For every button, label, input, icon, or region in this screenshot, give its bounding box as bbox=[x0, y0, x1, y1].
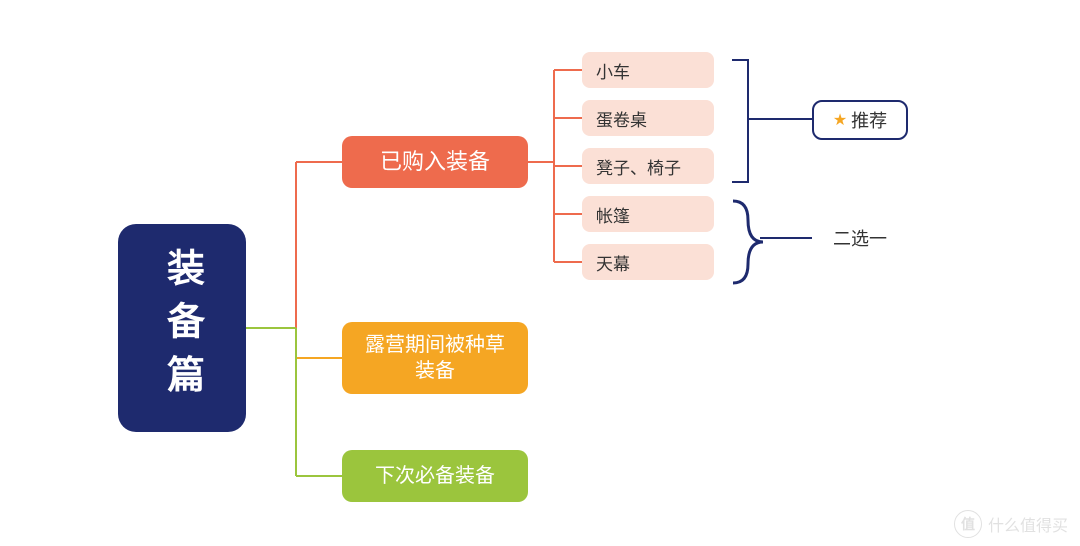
choice-label: 二选一 bbox=[833, 225, 887, 251]
branch-label: 已购入装备 bbox=[380, 148, 490, 177]
leaf-label: 帐篷 bbox=[596, 202, 630, 227]
leaf-label: 蛋卷桌 bbox=[596, 106, 647, 131]
leaf-node: 天幕 bbox=[582, 244, 714, 280]
branch-nexttime: 下次必备装备 bbox=[342, 450, 528, 502]
recommend-label: 推荐 bbox=[851, 107, 887, 133]
root-node: 装备篇 bbox=[118, 224, 246, 432]
recommend-annotation: ★ 推荐 bbox=[812, 100, 908, 140]
branch-wishlist: 露营期间被种草装备 bbox=[342, 322, 528, 394]
leaf-node: 蛋卷桌 bbox=[582, 100, 714, 136]
branch-label: 下次必备装备 bbox=[375, 463, 495, 489]
leaf-label: 天幕 bbox=[596, 250, 630, 275]
choice-annotation: 二选一 bbox=[812, 218, 908, 258]
choice-brace bbox=[730, 198, 766, 286]
branch-purchased: 已购入装备 bbox=[342, 136, 528, 188]
watermark-text: 什么值得买 bbox=[988, 512, 1068, 536]
leaf-label: 小车 bbox=[596, 58, 630, 83]
leaf-node: 帐篷 bbox=[582, 196, 714, 232]
watermark: 值 什么值得买 bbox=[954, 510, 1068, 538]
watermark-icon: 值 bbox=[954, 510, 982, 538]
recommend-bracket bbox=[730, 58, 752, 186]
star-icon: ★ bbox=[833, 110, 847, 130]
leaf-label: 凳子、椅子 bbox=[596, 154, 681, 179]
leaf-node: 凳子、椅子 bbox=[582, 148, 714, 184]
leaf-node: 小车 bbox=[582, 52, 714, 88]
branch-label: 露营期间被种草装备 bbox=[356, 332, 514, 384]
watermark-icon-text: 值 bbox=[961, 514, 975, 534]
root-label: 装备篇 bbox=[155, 248, 210, 408]
mindmap-canvas: 装备篇 已购入装备露营期间被种草装备下次必备装备 小车蛋卷桌凳子、椅子帐篷天幕 … bbox=[0, 0, 1080, 546]
